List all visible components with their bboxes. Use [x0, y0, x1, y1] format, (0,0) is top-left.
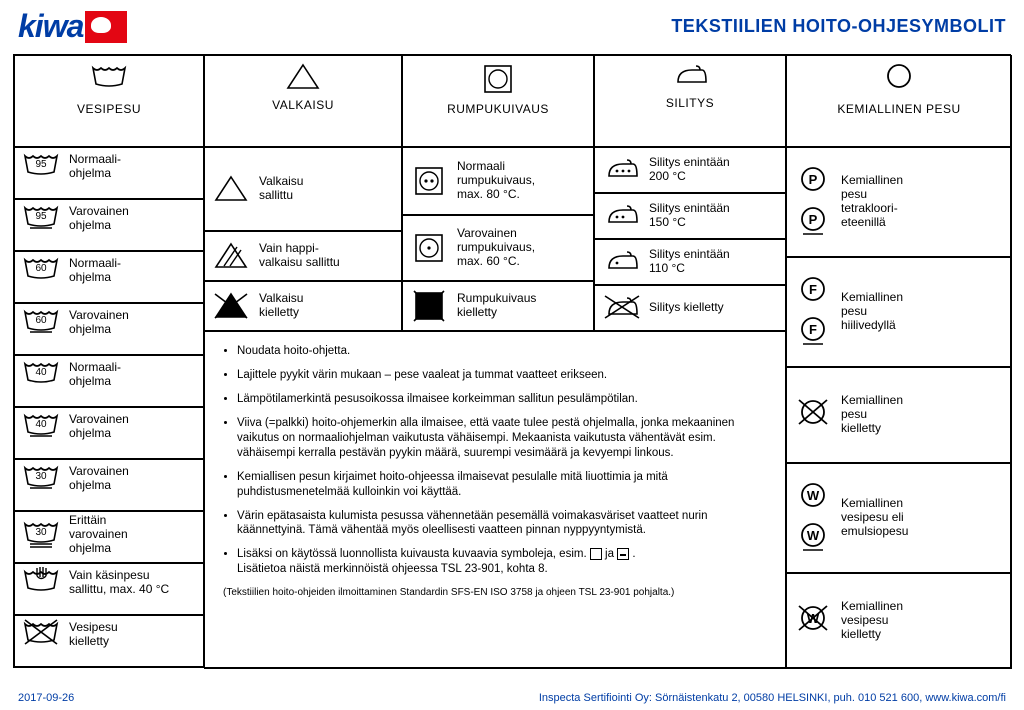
svg-text:60: 60 [35, 315, 47, 326]
dry-row-3: WWKemiallinenvesipesu eliemulsiopesu [786, 463, 1012, 573]
svg-text:P: P [809, 212, 818, 227]
wash-row-8: Vain käsinpesusallittu, max. 40 °C [14, 563, 204, 615]
header-iron: SILITYS [594, 55, 786, 147]
svg-text:95: 95 [35, 211, 47, 222]
wash-row-6: 30Varovainenohjelma [14, 459, 204, 511]
wash-row-1: 95Varovainenohjelma [14, 199, 204, 251]
wash-row-9: Vesipesukielletty [14, 615, 204, 667]
dry-row-2: Kemiallinenpesukielletty [786, 367, 1012, 463]
iron-row-1: Silitys enintään150 °C [594, 193, 786, 239]
header-dry: KEMIALLINEN PESU [786, 55, 1012, 147]
iron-row-3: Silitys kielletty [594, 285, 786, 331]
svg-text:W: W [807, 528, 820, 543]
notes-block: Noudata hoito-ohjetta.Lajittele pyykit v… [204, 331, 786, 669]
dry-row-4: WKemiallinenvesipesukielletty [786, 573, 1012, 669]
bleach-row-1: Vain happi-valkaisu sallittu [204, 231, 402, 281]
tumble-row-0: Normaalirumpukuivaus,max. 80 °C. [402, 147, 594, 215]
footer-org: Inspecta Sertifiointi Oy: Sörnäistenkatu… [539, 692, 1006, 704]
dry-row-0: PPKemiallinenpesutetrakloori-eteenillä [786, 147, 1012, 257]
svg-text:40: 40 [35, 419, 47, 430]
wash-row-0: 95Normaali-ohjelma [14, 147, 204, 199]
svg-text:F: F [809, 282, 817, 297]
wash-row-3: 60Varovainenohjelma [14, 303, 204, 355]
bleach-row-0: Valkaisusallittu [204, 147, 402, 231]
symbol-grid: VESIPESUVALKAISURUMPUKUIVAUSSILITYSKEMIA… [13, 54, 1011, 668]
wash-row-4: 40Normaali-ohjelma [14, 355, 204, 407]
footer: 2017-09-26 Inspecta Sertifiointi Oy: Sör… [18, 692, 1006, 704]
tumble-row-2: Rumpukuivauskielletty [402, 281, 594, 331]
logo: kiwa [18, 8, 127, 45]
iron-row-0: Silitys enintään200 °C [594, 147, 786, 193]
iron-row-2: Silitys enintään110 °C [594, 239, 786, 285]
header-bleach: VALKAISU [204, 55, 402, 147]
svg-text:F: F [809, 322, 817, 337]
svg-text:W: W [807, 488, 820, 503]
svg-text:95: 95 [35, 159, 47, 170]
svg-text:30: 30 [35, 471, 47, 482]
tumble-row-1: Varovainenrumpukuivaus,max. 60 °C. [402, 215, 594, 281]
wash-row-5: 40Varovainenohjelma [14, 407, 204, 459]
wash-row-7: 30Erittäinvarovainenohjelma [14, 511, 204, 563]
svg-text:30: 30 [35, 527, 47, 538]
footer-date: 2017-09-26 [18, 692, 74, 704]
dry-row-1: FFKemiallinenpesuhiilivedyllä [786, 257, 1012, 367]
page-title: TEKSTIILIEN HOITO-OHJESYMBOLIT [671, 16, 1006, 37]
svg-text:40: 40 [35, 367, 47, 378]
wash-row-2: 60Normaali-ohjelma [14, 251, 204, 303]
svg-text:60: 60 [35, 263, 47, 274]
logo-icon [85, 11, 127, 43]
svg-text:P: P [809, 172, 818, 187]
header-wash: VESIPESU [14, 55, 204, 147]
bleach-row-2: Valkaisukielletty [204, 281, 402, 331]
header-tumble: RUMPUKUIVAUS [402, 55, 594, 147]
logo-text: kiwa [18, 8, 83, 45]
